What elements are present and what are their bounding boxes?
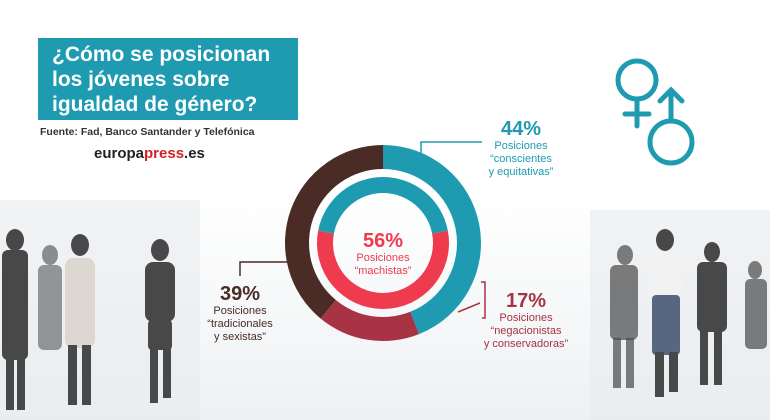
- label-conscientes-line3: y equitativas”: [488, 166, 554, 178]
- leader-negacionistas-tip: [457, 302, 481, 313]
- label-machistas-line2: “machistas”: [354, 265, 412, 277]
- label-machistas: 56% Posiciones “machistas”: [337, 230, 429, 278]
- inner-slice-1: [318, 176, 448, 234]
- label-conscientes: 44% Posiciones “conscientes y equitativa…: [466, 118, 576, 179]
- chart-title: ¿Cómo se posicionan los jóvenes sobre ig…: [52, 43, 271, 116]
- label-conscientes-pct: 44%: [500, 118, 542, 140]
- brand-part-3: .es: [184, 145, 205, 162]
- label-machistas-pct: 56%: [362, 230, 404, 252]
- label-negacionistas-line2: “negacionistas: [490, 325, 562, 337]
- label-tradicionales: 39% Posiciones “tradicionales y sexistas…: [190, 283, 290, 344]
- label-tradicionales-line1: Posiciones: [213, 305, 267, 317]
- leader-tradicionales: [239, 261, 305, 276]
- label-conscientes-line1: Posiciones: [494, 140, 548, 152]
- label-negacionistas-line3: y conservadoras”: [483, 338, 569, 350]
- inner-slice-0: [317, 230, 449, 309]
- source-note: Fuente: Fad, Banco Santander y Telefónic…: [40, 126, 255, 138]
- label-tradicionales-line2: “tradicionales: [207, 318, 273, 330]
- label-machistas-line1: Posiciones: [356, 252, 410, 264]
- label-conscientes-line2: “conscientes: [490, 153, 552, 165]
- outer-slice-2: [285, 145, 383, 319]
- label-negacionistas-line1: Posiciones: [499, 312, 553, 324]
- outer-slice-0: [383, 145, 481, 335]
- label-tradicionales-pct: 39%: [219, 283, 261, 305]
- title-box: ¿Cómo se posicionan los jóvenes sobre ig…: [38, 38, 298, 120]
- leader-negacionistas: [481, 281, 486, 319]
- brand-part-2: press: [144, 145, 185, 162]
- outer-slice-1: [320, 300, 420, 341]
- label-negacionistas: 17% Posiciones “negacionistas y conserva…: [470, 290, 582, 351]
- brand-logo: europapress.es: [94, 145, 205, 162]
- leader-conscientes: [420, 141, 482, 168]
- brand-part-1: europa: [94, 145, 145, 162]
- label-negacionistas-pct: 17%: [505, 290, 547, 312]
- label-tradicionales-line3: y sexistas”: [214, 331, 266, 343]
